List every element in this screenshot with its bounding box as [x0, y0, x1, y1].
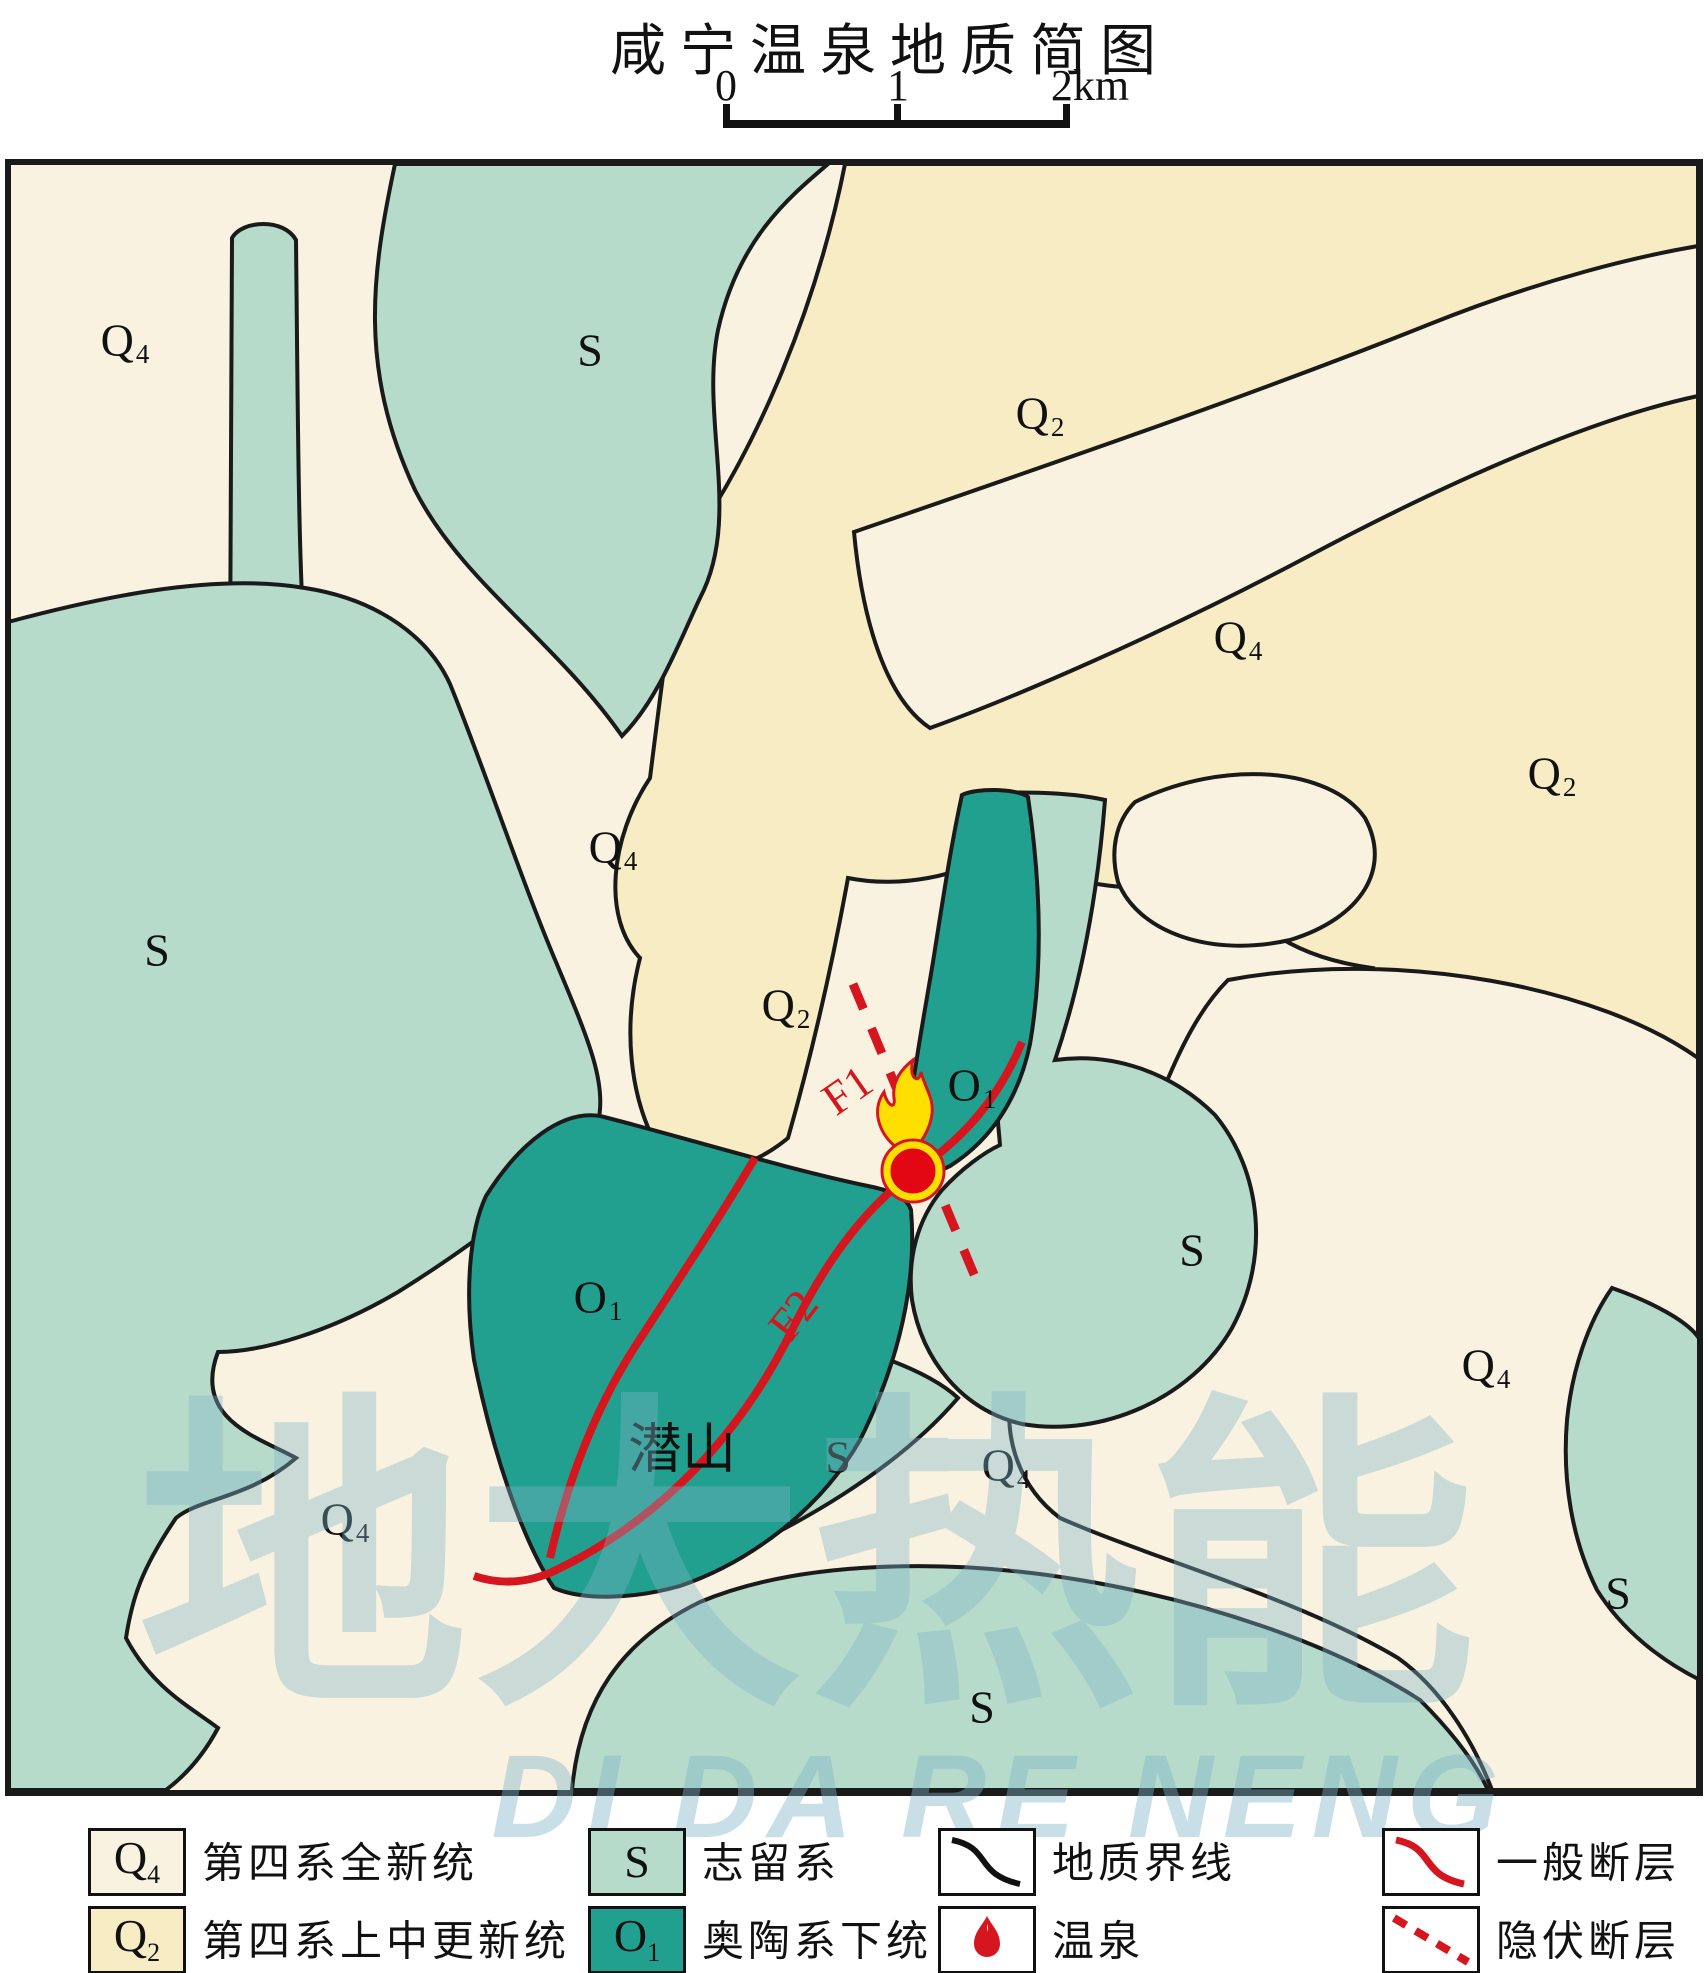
region-o1-main [467, 1113, 915, 1599]
legend-o1-letter: O1 [613, 1910, 661, 1968]
legend-q4-letter: Q4 [113, 1832, 161, 1890]
legend-boundary-symbol [938, 1828, 1036, 1896]
scale-tick-0: 0 [715, 61, 737, 110]
legend-o1-symbol: O1 [588, 1906, 686, 1973]
legend-s-symbol: S [588, 1828, 686, 1896]
legend-s-letter: S [624, 1836, 650, 1887]
scale-bar-tick-mid [894, 104, 901, 128]
fault-line-branch [546, 1155, 759, 1559]
legend-spring-symbol [938, 1906, 1036, 1973]
legend-hidden-fault-label: 隐伏断层 [1496, 1919, 1681, 1966]
legend-o1-label: 奥陶系下统 [702, 1919, 933, 1966]
scale-bar-tick-left [723, 104, 730, 128]
legend-q2-letter: Q2 [113, 1910, 161, 1968]
boundary-curve-icon [951, 1837, 1021, 1887]
unit-label-s-topcenter: S [577, 325, 603, 376]
region-s-west [6, 581, 603, 1792]
fault-line-f2 [472, 1040, 1026, 1586]
place-label-qianshan: 潜山 [628, 1419, 736, 1479]
scale-bar-tick-right [1063, 104, 1070, 128]
scale-tick-2: 2km [1051, 61, 1129, 110]
unit-label-s-bottomright: S [1605, 1568, 1631, 1619]
map-title: 咸宁温泉地质简图 [610, 21, 1170, 83]
legend-boundary-label: 地质界线 [1052, 1841, 1237, 1888]
unit-label-s-mid: S [825, 1432, 851, 1483]
spring-drop-icon [974, 1916, 1000, 1957]
legend-hidden-fault-symbol [1382, 1906, 1480, 1973]
legend-fault-symbol [1382, 1828, 1480, 1896]
region-q4-ne-band [851, 243, 1700, 731]
fault-curve-icon [1395, 1836, 1465, 1888]
geologic-regions [6, 162, 1702, 1792]
region-q4-island [1112, 772, 1377, 948]
legend-q4-symbol: Q4 [88, 1828, 186, 1896]
hot-spring-outer-ring [880, 1138, 946, 1204]
hidden-fault-dash-icon [1391, 1914, 1471, 1966]
region-s-corner [1563, 1285, 1702, 1684]
hot-spring-flame-icon [876, 1056, 934, 1154]
hot-spring-dot [883, 1141, 943, 1201]
legend-q2-label: 第四系上中更新统 [202, 1919, 571, 1966]
scale-bar: 0 1 2km [715, 61, 1129, 128]
unit-label-s-east: S [1179, 1225, 1205, 1276]
legend-s-label: 志留系 [702, 1841, 841, 1888]
legend-q4-label: 第四系全新统 [202, 1841, 479, 1888]
legend-spring-label: 温泉 [1052, 1919, 1145, 1966]
legend-q2-symbol: Q2 [88, 1906, 186, 1973]
scale-tick-1: 1 [887, 61, 909, 110]
unit-label-s-left: S [144, 925, 170, 976]
unit-label-s-bottom: S [969, 1682, 995, 1733]
unit-label-q4-right-low: Q4 [1462, 1340, 1511, 1395]
region-s-bottom [569, 1564, 1492, 1792]
legend-fault-label: 一般断层 [1496, 1841, 1681, 1888]
map-border [5, 159, 1703, 1796]
hot-spring-symbol [876, 1056, 946, 1204]
region-s-topcenter [372, 162, 834, 740]
